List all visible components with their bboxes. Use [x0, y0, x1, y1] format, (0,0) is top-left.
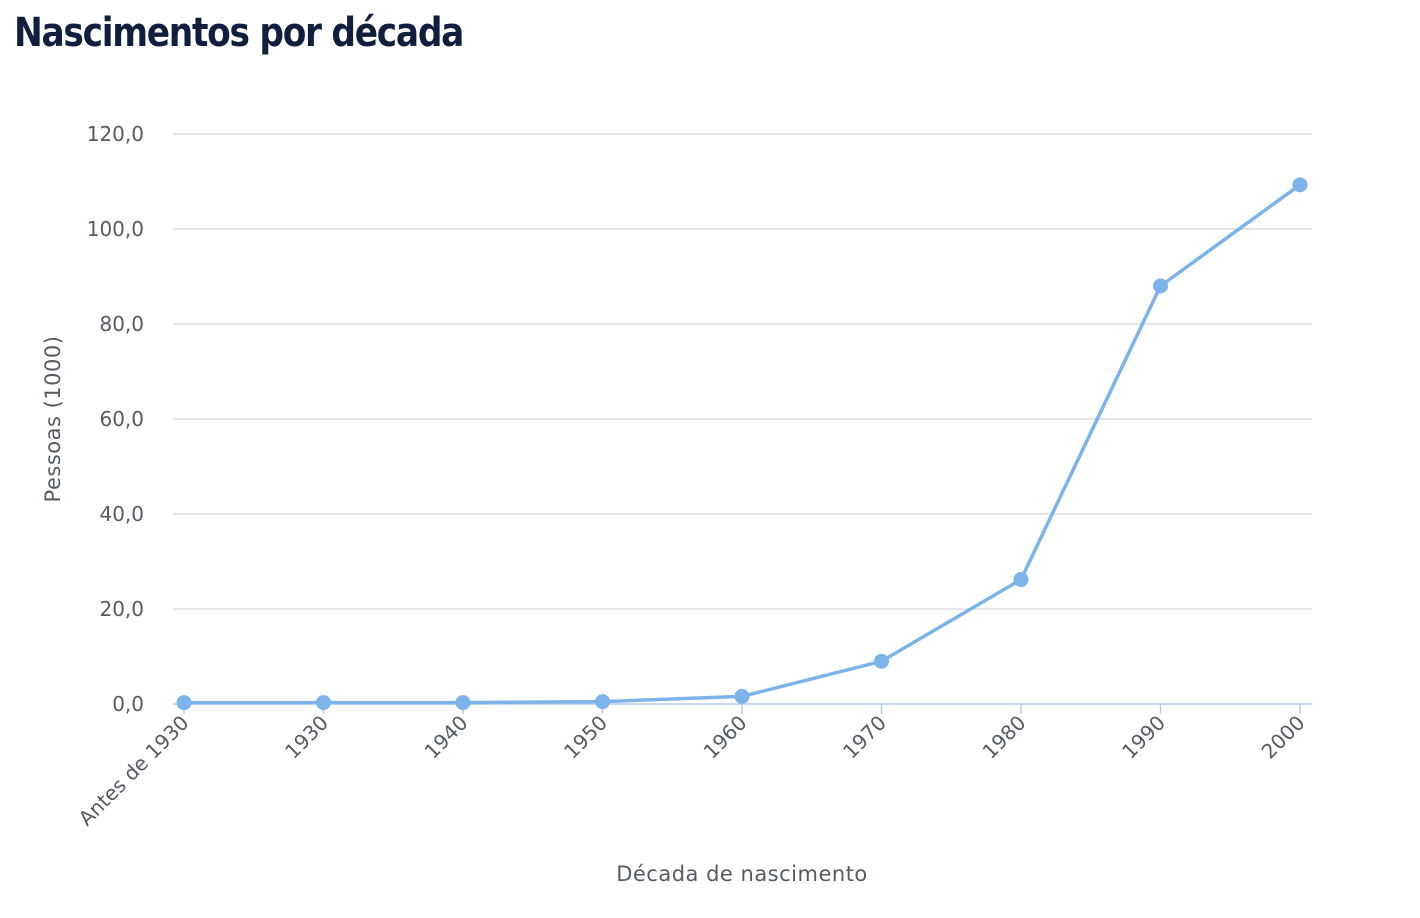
data-point[interactable]: [874, 653, 889, 669]
x-tick-label: 1990: [1117, 711, 1170, 764]
chart-title: Nascimentos por década: [14, 10, 464, 56]
y-tick-labels: 0,0 20,0 40,0 60,0 80,0 100,0 120,0: [87, 122, 144, 716]
x-tick-label: 2000: [1257, 711, 1310, 764]
series-layer: [176, 177, 1308, 711]
x-axis: [173, 703, 1312, 714]
data-point[interactable]: [455, 695, 471, 711]
data-point[interactable]: [1292, 177, 1308, 193]
data-point[interactable]: [1153, 278, 1168, 294]
data-point[interactable]: [316, 695, 331, 711]
x-tick-label: 1950: [559, 711, 612, 764]
x-tick-label: 1970: [838, 711, 891, 764]
x-tick-label: 1980: [978, 711, 1031, 764]
gridlines: [173, 133, 1312, 610]
data-point[interactable]: [595, 694, 610, 710]
y-tick-label: 120,0: [87, 122, 144, 146]
data-point[interactable]: [734, 688, 750, 704]
x-tick-label: 1940: [420, 711, 473, 764]
x-tick-label: 1930: [280, 711, 333, 764]
y-tick-label: 60,0: [99, 407, 144, 431]
data-point[interactable]: [176, 695, 192, 711]
y-tick-label: 80,0: [99, 312, 144, 336]
y-tick-label: 0,0: [112, 692, 144, 716]
y-axis-label: Pessoas (1000): [41, 336, 65, 503]
x-tick-labels: Antes de 1930 1930 1940 1950 1960 1970 1980 199…: [74, 711, 1310, 831]
series-line: [182, 183, 1302, 705]
data-point[interactable]: [1013, 572, 1029, 588]
x-tick-label: 1960: [699, 711, 752, 764]
y-tick-label: 20,0: [99, 597, 144, 621]
y-tick-label: 40,0: [99, 502, 144, 526]
y-tick-label: 100,0: [87, 217, 144, 241]
x-tick-label: Antes de 1930: [74, 711, 194, 831]
x-axis-label: Década de nascimento: [616, 862, 868, 886]
